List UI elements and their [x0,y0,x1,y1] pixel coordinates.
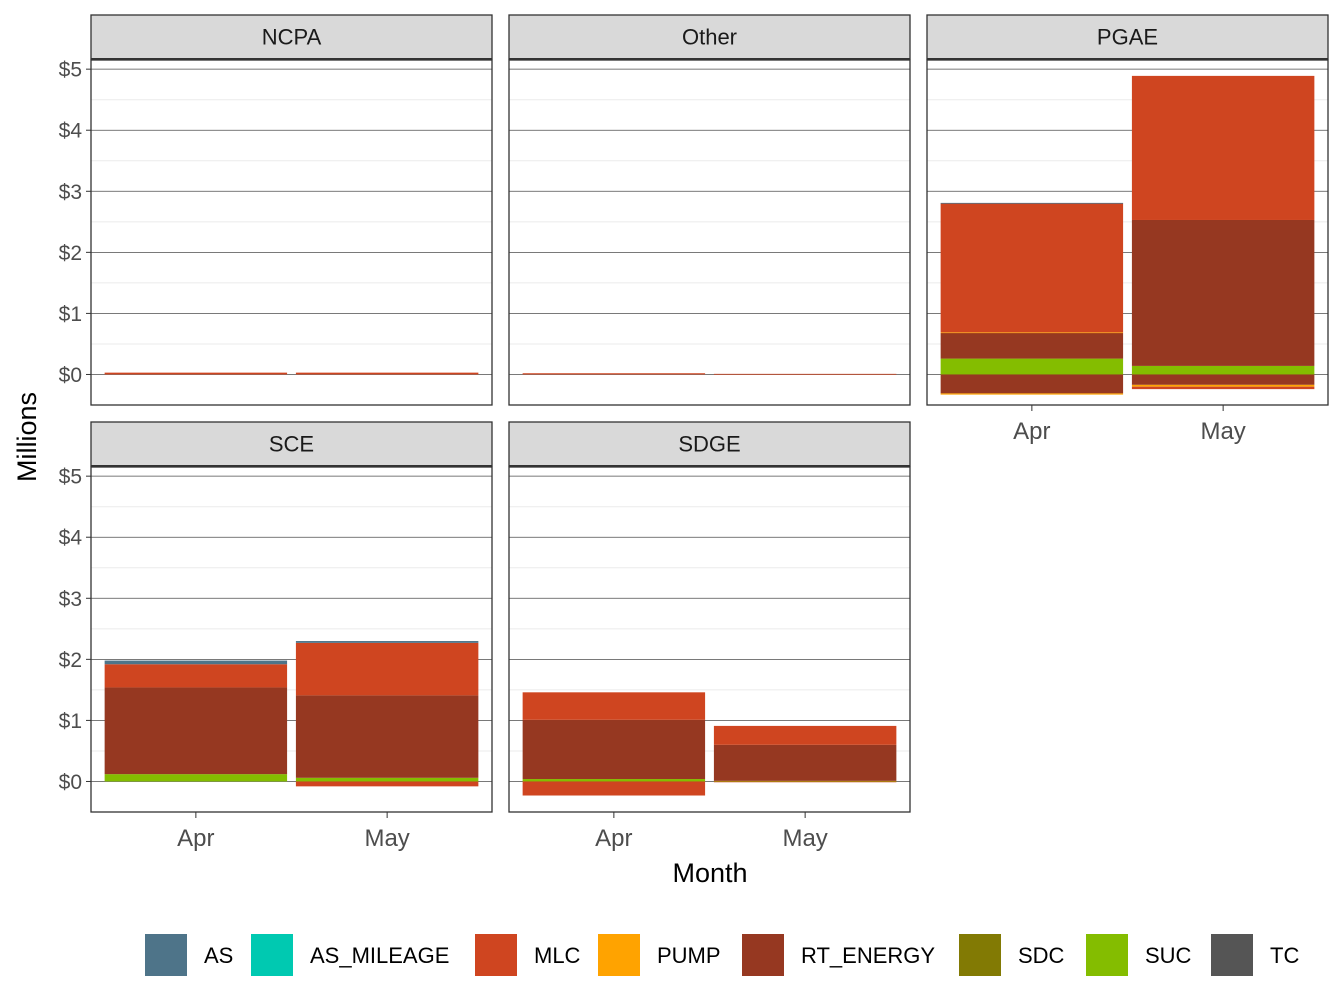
y-tick-label: $5 [59,59,82,82]
y-tick-label: $3 [59,588,82,611]
bar-segment-mlc [713,373,897,375]
legend-key-as-mileage [251,934,293,976]
x-tick-label: May [1200,418,1245,445]
legend-key-pump [598,934,640,976]
bar-segment-rt-energy [713,744,897,781]
bar-segment-mlc [522,692,706,720]
bar-segment-rt-energy [522,719,706,780]
legend: AS AS_MILEAGE MLC PUMP RT_ENERGY SDC SUC TC [145,934,1299,976]
x-tick-label: Apr [177,825,214,852]
bar-segment-suc [940,358,1124,375]
strip-label: PGAE [1097,25,1158,50]
legend-key-tc [1211,934,1253,976]
bar-segment-suc [104,774,288,782]
bar-segment-rt-energy [104,687,288,775]
legend-key-suc [1086,934,1128,976]
x-axis-title: Month [672,858,747,888]
legend-key-mlc [475,934,517,976]
legend-label: AS_MILEAGE [310,943,449,968]
y-tick-label: $1 [59,303,82,326]
legend-label: PUMP [657,943,721,968]
bar-segment-mlc [522,373,706,375]
x-tick-label: Apr [595,825,632,852]
bar-segment-suc [295,777,479,782]
y-tick-label: $3 [59,181,82,204]
bar-segment-rt-energy [1131,219,1315,366]
legend-label: RT_ENERGY [801,943,935,968]
bar-segment-mlc [713,725,897,745]
bar-segment-suc [522,779,706,782]
x-tick-label: May [782,825,827,852]
bar-segment-rt-energy [295,695,479,778]
bar-segment-mlc [713,781,897,783]
strip-label: SDGE [678,432,740,457]
facet-panels: NCPA $0 $1 $2 $3 $4 $5 Other PGAE Apr May SCE $0 $1 $2… [59,14,1329,852]
y-tick-label: $1 [59,710,82,733]
facet-panel: SCE $0 $1 $2 $3 $4 $5 Apr May [59,421,493,852]
bar-segment-pump [940,393,1124,395]
legend-label: SUC [1145,943,1192,968]
strip-background [508,14,911,60]
bar-segment-as [104,660,288,665]
legend-label: MLC [534,943,581,968]
bar-segment-rt-energy [940,332,1124,359]
bar-segment-suc [713,780,897,782]
bar-segment-rt-energy [940,374,1124,394]
y-tick-label: $5 [59,466,82,489]
bar-segment-pump [940,332,1124,334]
bar-segment-mlc [1131,75,1315,220]
y-tick-label: $0 [59,364,82,387]
bar-segment-mlc [940,203,1124,333]
legend-label: SDC [1018,943,1065,968]
legend-label: AS [204,943,233,968]
bar-segment-suc [1131,365,1315,375]
legend-key-as [145,934,187,976]
y-tick-label: $2 [59,649,82,672]
panel-background [509,60,910,405]
bar-segment-mlc [104,664,288,688]
y-tick-label: $2 [59,242,82,265]
facet-panel: Other [508,14,911,406]
x-tick-label: Apr [1013,418,1050,445]
facet-panel: PGAE Apr May [926,14,1329,445]
bar-segment-mlc [1131,386,1315,390]
bar-segment-mlc [104,372,288,375]
y-tick-label: $4 [59,527,83,550]
legend-key-rt-energy [742,934,784,976]
strip-label: SCE [269,432,314,457]
y-tick-label: $0 [59,771,82,794]
bar-segment-pump [1131,384,1315,387]
facet-panel: SDGE Apr May [508,421,911,852]
bar-segment-mlc [295,372,479,375]
bar-segment-as [940,202,1124,204]
y-tick-label: $4 [59,120,83,143]
bar-segment-mlc [522,781,706,796]
strip-label: NCPA [262,25,322,50]
facet-panel: NCPA $0 $1 $2 $3 $4 $5 [59,14,493,406]
legend-label: TC [1270,943,1299,968]
y-axis-title: Millions [12,392,42,482]
bar-segment-rt-energy [1131,374,1315,385]
panel-background [91,60,492,405]
legend-key-sdc [959,934,1001,976]
bar-segment-mlc [295,781,479,787]
strip-background [926,14,1329,60]
strip-background [508,421,911,467]
x-tick-label: May [364,825,409,852]
bar-segment-as [295,641,479,643]
bar-segment-mlc [295,642,479,696]
strip-label: Other [682,25,737,50]
